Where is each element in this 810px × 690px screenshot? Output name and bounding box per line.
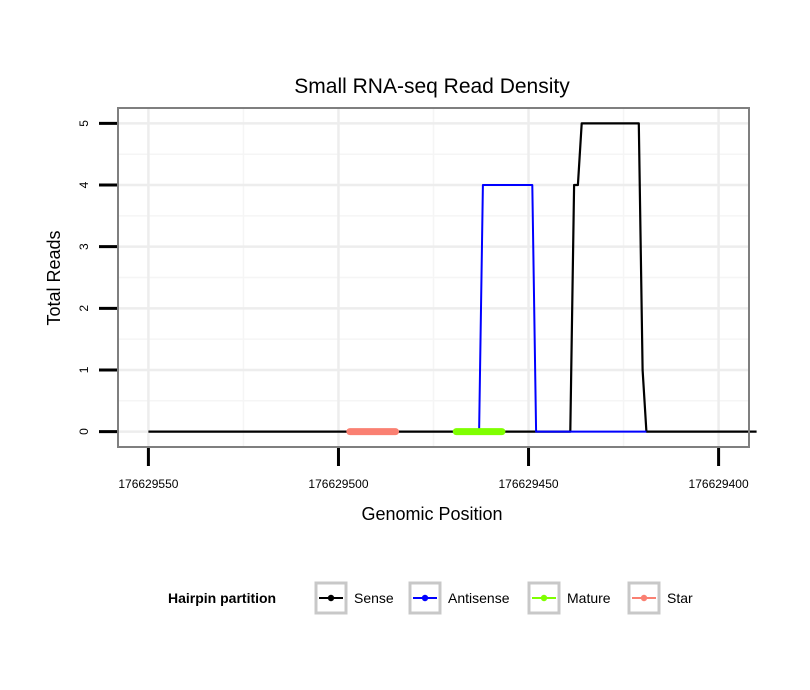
y-tick-label: 0	[77, 428, 91, 435]
y-tick-label: 3	[77, 243, 91, 250]
y-axis-title: Total Reads	[44, 230, 64, 325]
y-tick-label: 4	[77, 181, 91, 188]
legend-label: Antisense	[448, 590, 510, 606]
y-tick-label: 1	[77, 366, 91, 373]
x-tick-label: 176629500	[308, 477, 368, 491]
legend-label: Sense	[354, 590, 394, 606]
chart-title: Small RNA-seq Read Density	[294, 75, 570, 98]
grid-lines	[118, 108, 749, 447]
legend-key-point	[540, 594, 548, 602]
legend: Hairpin partition Sense Antisense Mature St…	[168, 581, 693, 615]
legend-label: Mature	[567, 590, 611, 606]
series-layer	[148, 122, 757, 436]
x-axis: 176629550 176629500 176629450 176629400	[118, 448, 749, 491]
legend-key-point	[327, 594, 335, 602]
series-line-sense	[148, 122, 757, 433]
y-axis: 0 1 2 3 4 5	[77, 120, 117, 435]
legend-item-sense: Sense	[314, 581, 394, 615]
series-line-antisense	[478, 184, 647, 433]
legend-item-star: Star	[627, 581, 693, 615]
legend-key-point	[421, 594, 429, 602]
plot-panel-border	[117, 107, 750, 448]
y-tick-label: 5	[77, 120, 91, 127]
y-tick-label: 2	[77, 305, 91, 312]
legend-label: Star	[667, 590, 693, 606]
legend-title: Hairpin partition	[168, 590, 276, 606]
x-tick-label: 176629550	[118, 477, 178, 491]
legend-key-point	[640, 594, 648, 602]
legend-item-antisense: Antisense	[408, 581, 510, 615]
x-axis-title: Genomic Position	[361, 504, 502, 524]
x-tick-label: 176629400	[689, 477, 749, 491]
x-tick-label: 176629450	[498, 477, 558, 491]
legend-item-mature: Mature	[527, 581, 611, 615]
